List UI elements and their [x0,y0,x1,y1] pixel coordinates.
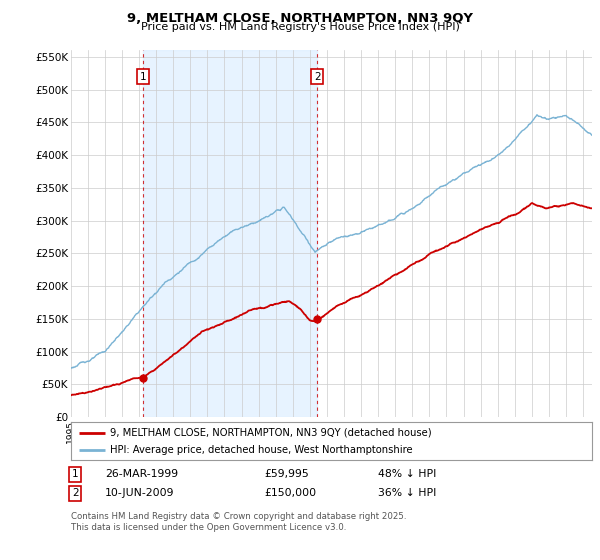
Text: HPI: Average price, detached house, West Northamptonshire: HPI: Average price, detached house, West… [110,445,412,455]
Text: 1: 1 [72,469,79,479]
Text: 48% ↓ HPI: 48% ↓ HPI [378,469,436,479]
Text: 26-MAR-1999: 26-MAR-1999 [105,469,178,479]
Bar [143,50,317,417]
Text: £150,000: £150,000 [264,488,316,498]
Text: 9, MELTHAM CLOSE, NORTHAMPTON, NN3 9QY: 9, MELTHAM CLOSE, NORTHAMPTON, NN3 9QY [127,12,473,25]
Text: 2: 2 [314,72,320,82]
Text: Contains HM Land Registry data © Crown copyright and database right 2025.
This d: Contains HM Land Registry data © Crown c… [71,512,406,532]
Text: 10-JUN-2009: 10-JUN-2009 [105,488,175,498]
Text: 9, MELTHAM CLOSE, NORTHAMPTON, NN3 9QY (detached house): 9, MELTHAM CLOSE, NORTHAMPTON, NN3 9QY (… [110,427,431,437]
Text: 36% ↓ HPI: 36% ↓ HPI [378,488,436,498]
Text: Price paid vs. HM Land Registry's House Price Index (HPI): Price paid vs. HM Land Registry's House … [140,22,460,32]
Text: 2: 2 [72,488,79,498]
Text: £59,995: £59,995 [264,469,309,479]
Text: 1: 1 [140,72,146,82]
